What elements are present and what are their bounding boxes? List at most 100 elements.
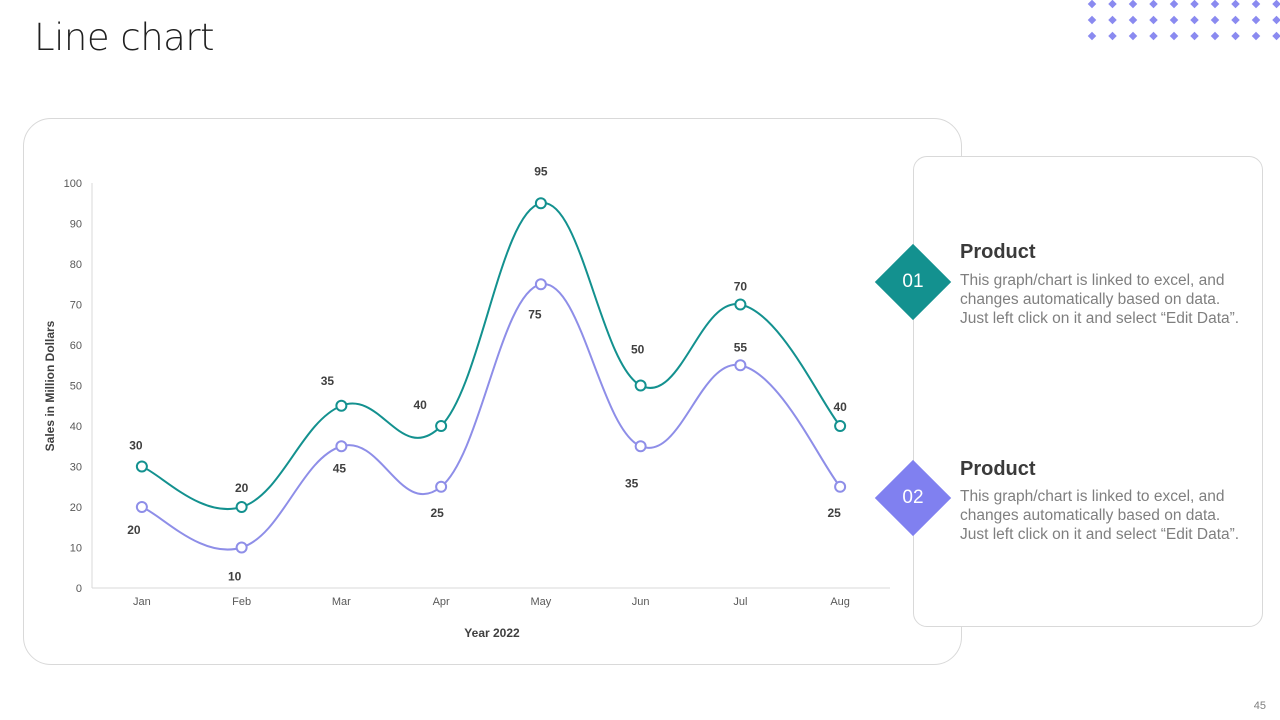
- page-number: 45: [1253, 700, 1266, 712]
- series-1-point[interactable]: [734, 298, 747, 311]
- x-axis-ticks: Jan Feb Mar Apr May Jun Jul Aug: [133, 596, 850, 608]
- decorative-dot: [1251, 15, 1261, 25]
- data-label: 45: [333, 461, 347, 475]
- y-tick-label: 70: [70, 300, 82, 312]
- y-tick-label: 50: [70, 381, 82, 393]
- series-2-point[interactable]: [435, 480, 448, 493]
- decorative-dot: [1087, 15, 1097, 25]
- y-axis-title: Sales in Million Dollars: [43, 320, 57, 451]
- decorative-dot: [1149, 15, 1158, 25]
- series-2-point[interactable]: [734, 359, 747, 372]
- page-title: Line chart: [34, 16, 215, 59]
- data-label: 35: [625, 476, 639, 490]
- item-2-description-line: changes automatically based on data.: [960, 507, 1221, 524]
- chart-card[interactable]: 0 10 20 30 40 50 60 70 80 90 100 Jan Feb Mar Apr May Ju…: [23, 118, 962, 665]
- item-1-number: 01: [902, 271, 924, 292]
- series-2-point[interactable]: [834, 480, 847, 493]
- decorative-dot: [1169, 0, 1179, 9]
- data-label: 20: [127, 523, 141, 537]
- decorative-dot-pattern: [1087, 0, 1280, 41]
- x-axis-title: Year 2022: [464, 626, 520, 640]
- series-lines: [141, 202, 841, 551]
- y-axis-ticks: 0 10 20 30 40 50 60 70 80 90 100: [64, 178, 82, 595]
- series-1-point[interactable]: [634, 379, 647, 392]
- decorative-dot: [1272, 0, 1280, 9]
- decorative-dot: [1251, 31, 1261, 41]
- y-tick-label: 80: [70, 259, 82, 271]
- decorative-dot: [1272, 31, 1280, 41]
- item-1-title: Product: [960, 241, 1036, 263]
- decorative-dot: [1108, 0, 1117, 9]
- data-labels: 30 20 35 40 95 50 70 40 20 10 45 25 75 35 55 25: [127, 164, 847, 583]
- series-2-point[interactable]: [534, 278, 547, 291]
- decorative-dot: [1087, 31, 1097, 41]
- item-1-description-line: This graph/chart is linked to excel, and: [960, 272, 1225, 289]
- info-card: [913, 156, 1263, 627]
- item-2-title: Product: [960, 458, 1036, 480]
- series-2-line[interactable]: [141, 283, 841, 551]
- x-tick-label: Feb: [232, 596, 251, 608]
- series-1-point[interactable]: [135, 460, 148, 473]
- item-1-description: This graph/chart is linked to excel, and…: [960, 271, 1260, 328]
- series-markers: [135, 197, 847, 554]
- series-1-point[interactable]: [435, 420, 448, 432]
- series-1-point[interactable]: [534, 197, 547, 210]
- decorative-dot: [1231, 15, 1240, 25]
- decorative-dot: [1108, 31, 1117, 41]
- item-2-description-line: This graph/chart is linked to excel, and: [960, 488, 1225, 505]
- series-2-point[interactable]: [634, 440, 647, 453]
- x-tick-label: Apr: [433, 596, 450, 608]
- item-1-description-line: changes automatically based on data.: [960, 291, 1221, 308]
- data-label: 25: [827, 506, 841, 520]
- decorative-dot: [1108, 15, 1117, 25]
- y-tick-label: 60: [70, 340, 82, 352]
- decorative-dot: [1169, 31, 1179, 41]
- decorative-dot: [1149, 31, 1158, 41]
- series-2-point[interactable]: [135, 501, 148, 513]
- data-label: 40: [833, 400, 847, 414]
- data-label: 95: [534, 164, 548, 178]
- data-label: 30: [129, 439, 143, 453]
- data-label: 55: [734, 340, 748, 354]
- y-tick-label: 10: [70, 543, 82, 555]
- x-tick-label: Aug: [830, 596, 850, 608]
- y-tick-label: 0: [76, 583, 82, 595]
- decorative-dot: [1169, 15, 1179, 25]
- data-label: 70: [734, 280, 748, 294]
- decorative-dot: [1190, 31, 1199, 41]
- decorative-dot: [1231, 31, 1240, 41]
- decorative-dot: [1087, 0, 1097, 9]
- series-2-point[interactable]: [335, 440, 348, 453]
- decorative-dot: [1210, 31, 1220, 41]
- x-tick-label: Jul: [733, 596, 747, 608]
- y-tick-label: 30: [70, 462, 82, 474]
- decorative-dot: [1210, 0, 1220, 9]
- series-1-point[interactable]: [235, 501, 248, 513]
- decorative-dot: [1210, 15, 1220, 25]
- y-tick-label: 20: [70, 502, 82, 514]
- decorative-dot: [1128, 15, 1138, 25]
- data-label: 75: [528, 307, 542, 321]
- x-tick-label: Jun: [632, 596, 650, 608]
- x-tick-label: May: [530, 596, 551, 608]
- y-tick-label: 40: [70, 421, 82, 433]
- decorative-dot: [1190, 15, 1199, 25]
- y-tick-label: 90: [70, 219, 82, 231]
- data-label: 10: [228, 570, 242, 584]
- decorative-dot: [1128, 0, 1138, 9]
- data-label: 35: [321, 374, 335, 388]
- decorative-dot: [1149, 0, 1158, 9]
- data-label: 20: [235, 481, 249, 495]
- decorative-dot: [1251, 0, 1261, 9]
- series-2-point[interactable]: [235, 541, 248, 554]
- series-1-point[interactable]: [335, 399, 348, 412]
- item-2-description: This graph/chart is linked to excel, and…: [960, 487, 1260, 544]
- decorative-dot: [1231, 0, 1240, 9]
- x-tick-label: Mar: [332, 596, 351, 608]
- series-1-point[interactable]: [834, 420, 847, 432]
- decorative-dot: [1128, 31, 1138, 41]
- item-2-number: 02: [902, 487, 924, 508]
- series-1-line[interactable]: [141, 202, 841, 510]
- decorative-dot: [1272, 15, 1280, 25]
